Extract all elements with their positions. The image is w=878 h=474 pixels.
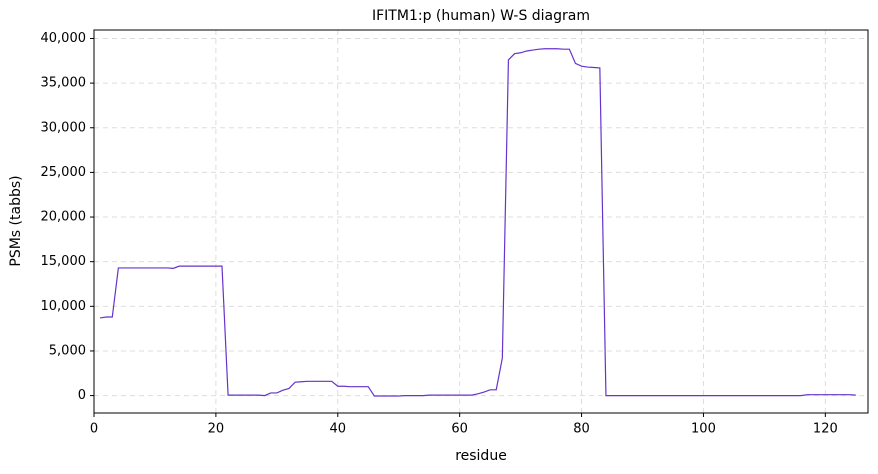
y-tick-label: 35,000 [41, 76, 87, 91]
y-tick-label: 25,000 [41, 165, 87, 180]
x-tick-label: 80 [573, 422, 590, 437]
x-tick-label: 120 [813, 422, 838, 437]
x-tick-label: 40 [330, 422, 347, 437]
y-tick-label: 10,000 [41, 299, 87, 314]
y-tick-label: 30,000 [41, 120, 87, 135]
x-tick-label: 0 [90, 422, 98, 437]
y-tick-label: 40,000 [41, 31, 87, 46]
y-axis-label: PSMs (tabbs) [8, 175, 24, 266]
x-tick-label: 100 [691, 422, 716, 437]
y-tick-label: 0 [78, 388, 86, 403]
x-tick-label: 60 [451, 422, 468, 437]
plot-frame [93, 29, 869, 414]
y-tick-label: 15,000 [41, 254, 87, 269]
data-line [100, 48, 856, 397]
y-tick-label: 20,000 [41, 210, 87, 225]
x-tick-label: 20 [208, 422, 225, 437]
x-axis-label: residue [455, 448, 507, 464]
y-tick-label: 5,000 [49, 343, 86, 358]
chart-title: IFITM1:p (human) W-S diagram [372, 8, 590, 24]
